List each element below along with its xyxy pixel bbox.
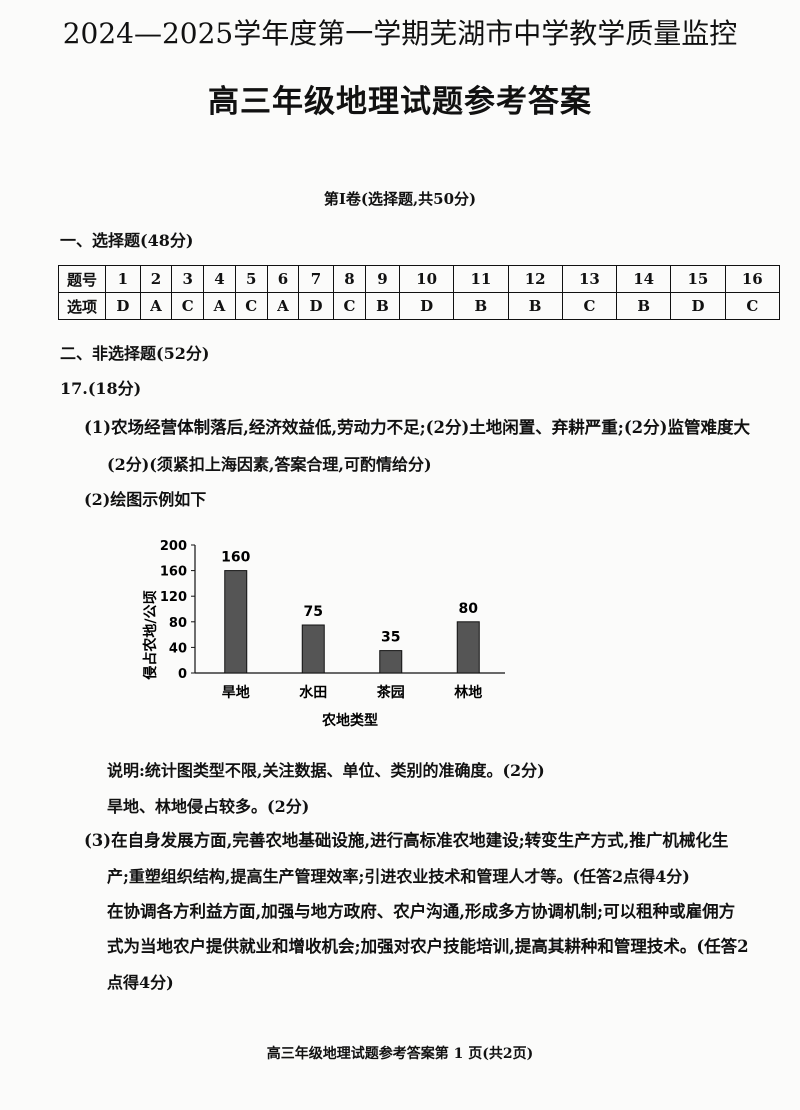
part-title: 第Ⅰ卷(选择题,共50分) <box>323 190 477 208</box>
answer-cell: D <box>298 292 334 320</box>
answer-cell: A <box>266 292 300 320</box>
answer-cell: B <box>365 292 400 320</box>
page-footer: 高三年级地理试题参考答案第 1 页(共2页) <box>266 1046 534 1062</box>
bar <box>456 621 480 674</box>
y-tick-label: 0 <box>178 667 187 682</box>
answer-part3-line: 产;重塑组织结构,提高生产管理效率;引进农业技术和管理人才等。(任答2点得4分) <box>107 867 690 886</box>
data-label: 35 <box>381 630 400 646</box>
answer-cell: B <box>453 292 509 320</box>
question-number-cell: 15 <box>670 265 726 293</box>
y-tick-label: 120 <box>160 590 187 605</box>
section1-heading: 一、选择题(48分) <box>60 231 194 250</box>
table-row-numbers: 题号 1 2 3 4 5 6 7 8 9 10 11 12 13 14 15 16 <box>58 265 781 293</box>
answer-cell: D <box>670 292 726 320</box>
answer-cell: B <box>507 292 563 320</box>
question-number-cell: 12 <box>507 265 563 293</box>
answer-part1-line: (1)农场经营体制落后,经济效益低,劳动力不足;(2分)土地闲置、弃耕严重;(2… <box>84 418 750 437</box>
y-tick-label: 80 <box>169 616 187 631</box>
question-number-cell: 4 <box>203 265 236 293</box>
question-number-cell: 11 <box>453 265 509 293</box>
answer-cell: C <box>171 292 205 320</box>
question-number-cell: 9 <box>365 265 400 293</box>
section2-heading: 二、非选择题(52分) <box>60 344 210 363</box>
document-title: 2024—2025学年度第一学期芜湖市中学教学质量监控 <box>62 17 738 50</box>
row-label: 选项 <box>58 292 106 320</box>
question-number-cell: 2 <box>139 265 173 293</box>
answer-part3-line: (3)在自身发展方面,完善农地基础设施,进行高标准农地建设;转变生产方式,推广机… <box>84 831 729 850</box>
x-tick-label: 水田 <box>299 684 327 701</box>
answer-cell: C <box>332 292 367 320</box>
y-tick-label: 160 <box>160 565 187 580</box>
answer-cell: A <box>203 292 236 320</box>
question-number-cell: 14 <box>616 265 672 293</box>
x-axis-label: 农地类型 <box>321 712 378 729</box>
answer-part3-line: 点得4分) <box>107 973 174 992</box>
row-label: 题号 <box>58 265 106 293</box>
x-tick-label: 茶园 <box>376 684 405 701</box>
answer-part3-line: 式为当地农户提供就业和增收机会;加强对农户技能培训,提高其耕种和管理技术。(任答… <box>107 937 749 956</box>
y-tick-label: 200 <box>160 539 187 554</box>
y-tick-label: 40 <box>169 641 187 656</box>
answer-cell: C <box>724 292 781 320</box>
bar <box>379 650 403 674</box>
data-label: 160 <box>221 550 250 566</box>
answer-cell: D <box>105 292 141 320</box>
question-number-cell: 5 <box>234 265 268 293</box>
x-tick-label: 林地 <box>454 684 482 701</box>
question-number-cell: 13 <box>561 265 618 293</box>
answer-cell: C <box>561 292 618 320</box>
answer-cell: D <box>398 292 455 320</box>
y-axis-label: 侵占农地/公顷 <box>142 590 159 680</box>
answer-cell: B <box>616 292 672 320</box>
question-number-cell: 16 <box>724 265 781 293</box>
answer-cell: C <box>234 292 268 320</box>
answer-part3-line: 在协调各方利益方面,加强与地方政府、农户沟通,形成多方协调机制;可以租种或雇佣方 <box>107 902 736 921</box>
document-subtitle: 高三年级地理试题参考答案 <box>208 84 592 120</box>
answer-cell: A <box>139 292 173 320</box>
question-number-cell: 8 <box>332 265 367 293</box>
x-tick-label: 旱地 <box>222 684 250 701</box>
question-number-cell: 1 <box>105 265 141 293</box>
answer-part2: (2)绘图示例如下 <box>84 490 207 509</box>
question-number-cell: 7 <box>298 265 334 293</box>
chart-conclusion: 旱地、林地侵占较多。(2分) <box>107 797 310 816</box>
question-number-cell: 3 <box>171 265 205 293</box>
bar <box>224 570 248 674</box>
data-label: 75 <box>304 604 323 620</box>
data-label: 80 <box>459 601 479 617</box>
question-17-label: 17.(18分) <box>60 379 142 398</box>
bar <box>301 624 325 674</box>
chart-note: 说明:统计图类型不限,关注数据、单位、类别的准确度。(2分) <box>107 761 545 780</box>
question-number-cell: 6 <box>266 265 300 293</box>
answer-part1-line: (2分)(须紧扣上海因素,答案合理,可酌情给分) <box>107 455 432 474</box>
question-number-cell: 10 <box>398 265 455 293</box>
